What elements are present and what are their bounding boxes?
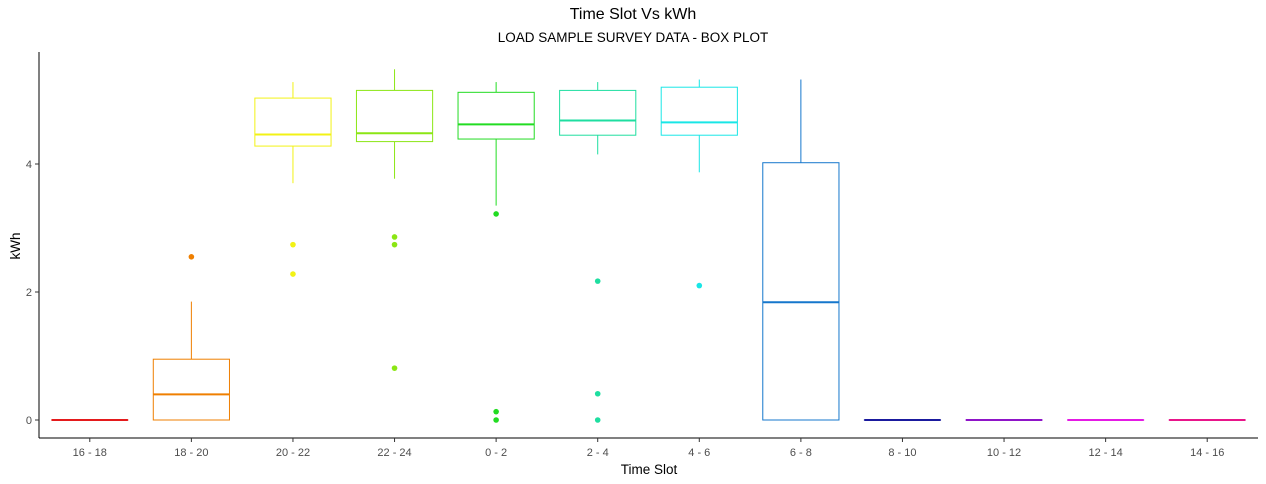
box-body [254, 97, 332, 147]
outlier-point [290, 271, 296, 277]
y-tick-label: 2 [26, 287, 32, 299]
outlier-point [493, 408, 499, 415]
outlier-point [594, 390, 601, 397]
box-4-6 [660, 79, 738, 289]
x-tick-label: 20 - 22 [276, 447, 310, 459]
x-tick-label: 10 - 12 [987, 447, 1021, 459]
box-body [152, 358, 230, 421]
outlier-point [696, 282, 703, 289]
x-tick-label: 18 - 20 [174, 447, 208, 459]
box-2-4 [559, 82, 637, 423]
box-20-22 [254, 82, 332, 277]
x-tick-label: 0 - 2 [485, 447, 507, 459]
box-6-8 [762, 79, 840, 421]
boxes-layer [51, 69, 1246, 423]
box-22-24 [355, 69, 434, 371]
outlier-point [594, 278, 601, 284]
outlier-point [290, 241, 296, 248]
outlier-point [594, 417, 601, 423]
outlier-point [188, 253, 195, 260]
x-tick-label: 14 - 16 [1190, 447, 1224, 459]
y-tick-label: 0 [26, 415, 32, 427]
y-axis-title: kWh [8, 233, 23, 260]
x-tick-label: 8 - 10 [888, 447, 916, 459]
box-body [660, 86, 738, 136]
x-ticks: 16 - 18 18 - 20 20 - 22 22 - 24 0 - 2 2 - 4 4 … [73, 438, 1224, 459]
box-body [559, 89, 637, 136]
chart-title: Time Slot Vs kWh [569, 6, 697, 23]
chart-subtitle: LOAD SAMPLE SURVEY DATA - BOX PLOT [497, 30, 769, 45]
x-axis-title: Time Slot [621, 462, 678, 477]
x-tick-label: 6 - 8 [790, 447, 812, 459]
outlier-point [493, 211, 499, 217]
x-tick-label: 22 - 24 [377, 447, 411, 459]
x-tick-label: 16 - 18 [73, 447, 107, 459]
box-18-20 [152, 253, 230, 421]
box-body [355, 89, 434, 143]
y-ticks: 0 2 4 [26, 159, 39, 427]
box-body [762, 162, 840, 421]
x-tick-label: 12 - 14 [1089, 447, 1123, 459]
x-tick-label: 2 - 4 [587, 447, 609, 459]
x-tick-label: 4 - 6 [688, 447, 710, 459]
outlier-point [391, 234, 398, 240]
outlier-point [493, 417, 499, 423]
box-body [457, 91, 535, 140]
outlier-point [391, 241, 398, 248]
outlier-point [391, 365, 398, 371]
box-0-2 [457, 82, 535, 423]
y-tick-label: 4 [26, 159, 32, 171]
